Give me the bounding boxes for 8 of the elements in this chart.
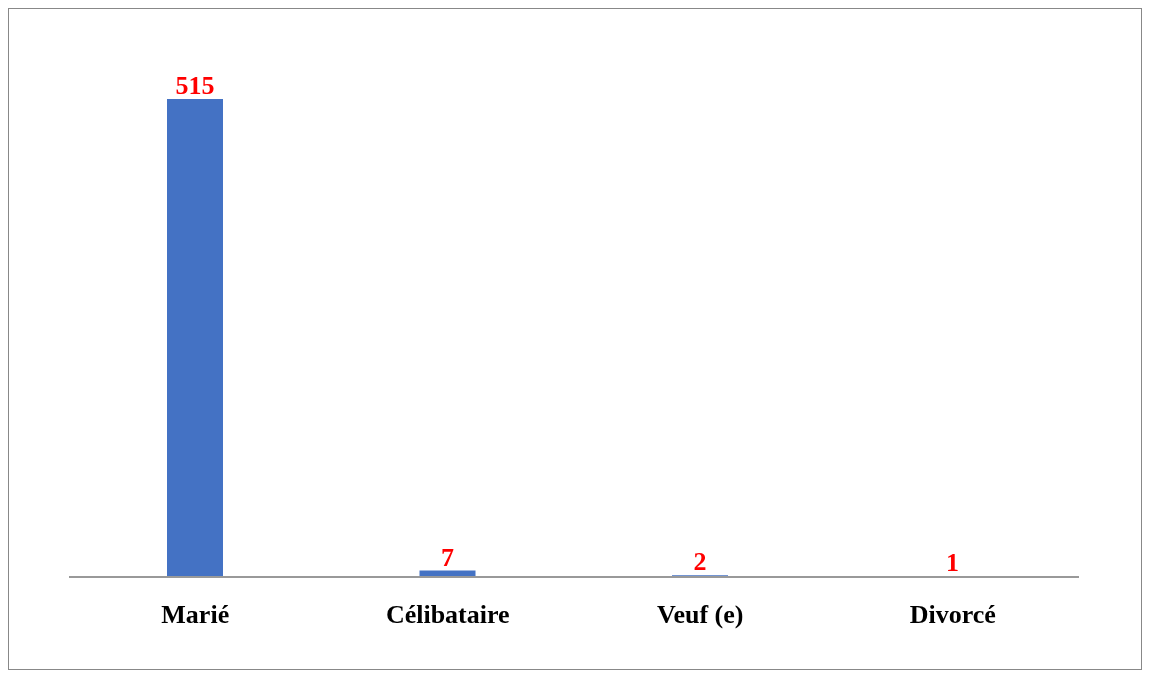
x-tick-label: Veuf (e): [657, 600, 744, 630]
data-label: 515: [175, 71, 215, 100]
data-label: 7: [441, 542, 454, 572]
x-tick-label: Marié: [161, 600, 230, 630]
x-tick-label: Célibataire: [385, 600, 510, 630]
x-tick-label: Divorcé: [909, 600, 996, 630]
data-label: 2: [693, 547, 707, 577]
data-label: 1: [946, 548, 959, 578]
